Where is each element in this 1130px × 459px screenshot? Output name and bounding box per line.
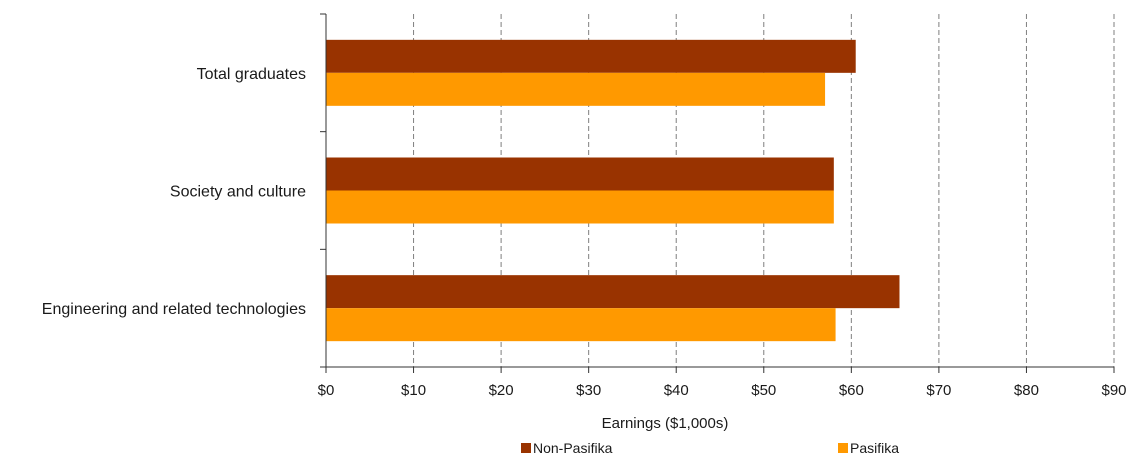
category-labels: Total graduates Society and culture Engine… (42, 66, 306, 318)
legend-item: Non-Pasifika (521, 440, 613, 456)
bar-non-pasifika (326, 275, 900, 309)
legend-swatch (521, 443, 531, 453)
legend: Non-Pasifika Pasifika (521, 440, 899, 456)
category-label: Society and culture (170, 184, 306, 201)
x-tick-label: $0 (318, 382, 335, 399)
x-tick-label: $10 (401, 382, 426, 399)
x-tick-label: $70 (926, 382, 951, 399)
axes (320, 13, 1115, 373)
bars (326, 39, 900, 342)
legend-label: Non-Pasifika (533, 440, 613, 456)
bar-pasifika (326, 190, 834, 224)
x-tick-label: $40 (664, 382, 689, 399)
x-tick-label: $90 (1101, 382, 1126, 399)
x-tick-label: $60 (839, 382, 864, 399)
bar-non-pasifika (326, 157, 834, 191)
x-tick-label: $20 (489, 382, 514, 399)
bar-non-pasifika (326, 39, 856, 73)
legend-item: Pasifika (838, 440, 899, 456)
legend-swatch (838, 443, 848, 453)
x-tick-labels: $0 $10 $20 $30 $40 $50 $60 $70 $80 $90 (318, 382, 1127, 399)
category-label: Engineering and related technologies (42, 301, 306, 318)
x-axis-title: Earnings ($1,000s) (602, 415, 729, 432)
x-tick-label: $80 (1014, 382, 1039, 399)
x-tick-label: $50 (751, 382, 776, 399)
x-tick-label: $30 (576, 382, 601, 399)
legend-label: Pasifika (850, 440, 899, 456)
bar-pasifika (326, 308, 836, 342)
category-label: Total graduates (197, 66, 306, 83)
bar-pasifika (326, 72, 826, 106)
